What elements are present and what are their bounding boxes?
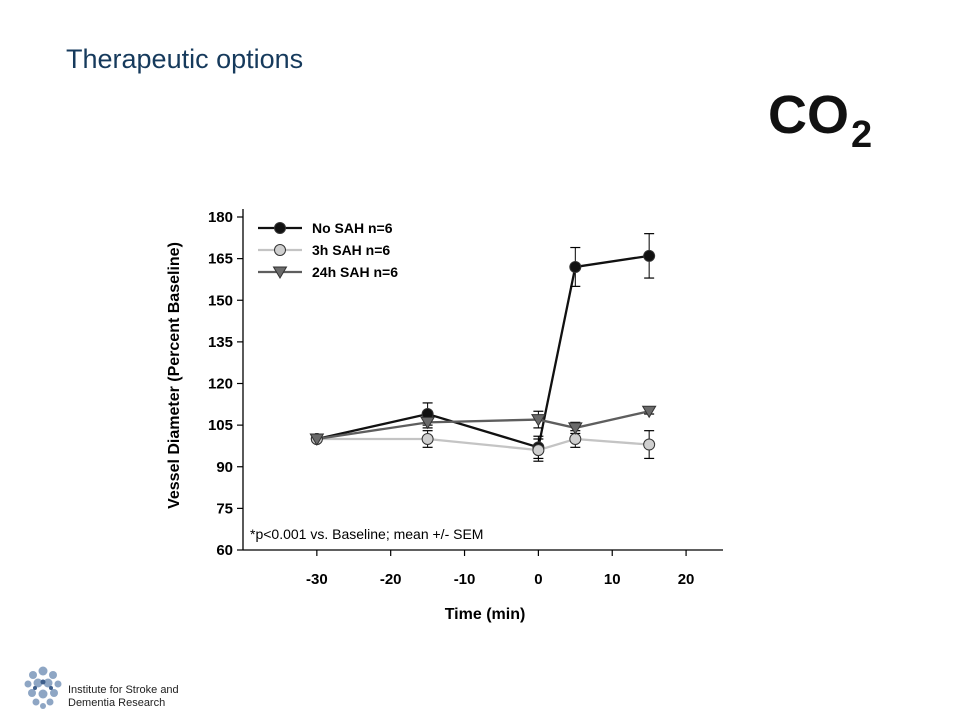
x-tick-label: -20 bbox=[380, 571, 402, 588]
y-tick-label: 75 bbox=[216, 500, 233, 517]
legend-label-1: No SAH n=6 bbox=[312, 220, 393, 236]
x-tick-label: -10 bbox=[454, 571, 476, 588]
legend-label-3: 24h SAH n=6 bbox=[312, 264, 398, 280]
y-tick-label: 105 bbox=[208, 417, 233, 434]
y-tick-label: 165 bbox=[208, 251, 233, 268]
organization-name: Institute for Stroke and Dementia Resear… bbox=[68, 684, 198, 710]
y-tick-label: 90 bbox=[216, 459, 233, 476]
data-point-series-3 bbox=[309, 433, 325, 446]
series-line-3 bbox=[316, 410, 650, 441]
y-axis-label: Vessel Diameter (Percent Baseline) bbox=[166, 242, 183, 509]
legend-marker-2 bbox=[274, 244, 286, 256]
data-point-series-2 bbox=[532, 444, 545, 457]
legend-marker-3 bbox=[272, 266, 288, 279]
x-tick-label: 10 bbox=[604, 571, 621, 588]
organization-line-1: Institute for Stroke and bbox=[68, 684, 179, 696]
y-tick-label: 60 bbox=[216, 542, 233, 559]
legend-label-2: 3h SAH n=6 bbox=[312, 242, 390, 258]
formula-subscript: 2 bbox=[851, 114, 873, 156]
x-tick-label: 20 bbox=[678, 571, 695, 588]
y-tick-label: 135 bbox=[208, 334, 233, 351]
data-point-series-1 bbox=[569, 260, 582, 273]
data-point-series-3 bbox=[567, 422, 583, 435]
x-axis-label: Time (min) bbox=[445, 606, 526, 623]
data-point-series-3 bbox=[531, 414, 546, 427]
data-point-series-2 bbox=[569, 433, 582, 445]
data-point-series-2 bbox=[421, 433, 434, 445]
x-tick-label: 0 bbox=[534, 571, 542, 588]
y-tick-label: 150 bbox=[208, 292, 233, 309]
data-point-series-3 bbox=[641, 405, 657, 419]
brain-logo-icon bbox=[24, 666, 62, 709]
legend-marker-1 bbox=[274, 222, 286, 234]
y-tick-label: 180 bbox=[208, 209, 233, 226]
organization-line-2: Dementia Research bbox=[68, 697, 166, 709]
data-point-series-3 bbox=[420, 416, 435, 430]
x-tick-label: -30 bbox=[306, 571, 328, 588]
chart-annotation: *p<0.001 vs. Baseline; mean +/- SEM bbox=[250, 526, 483, 542]
series-line-1 bbox=[316, 254, 650, 449]
data-point-series-2 bbox=[643, 438, 656, 451]
formula-main: CO bbox=[768, 85, 849, 145]
slide-title: Therapeutic options bbox=[66, 44, 304, 74]
y-tick-label: 120 bbox=[208, 376, 233, 393]
data-point-series-1 bbox=[643, 249, 656, 262]
series-line-2 bbox=[316, 437, 650, 452]
co2-formula: CO2 bbox=[768, 84, 872, 157]
